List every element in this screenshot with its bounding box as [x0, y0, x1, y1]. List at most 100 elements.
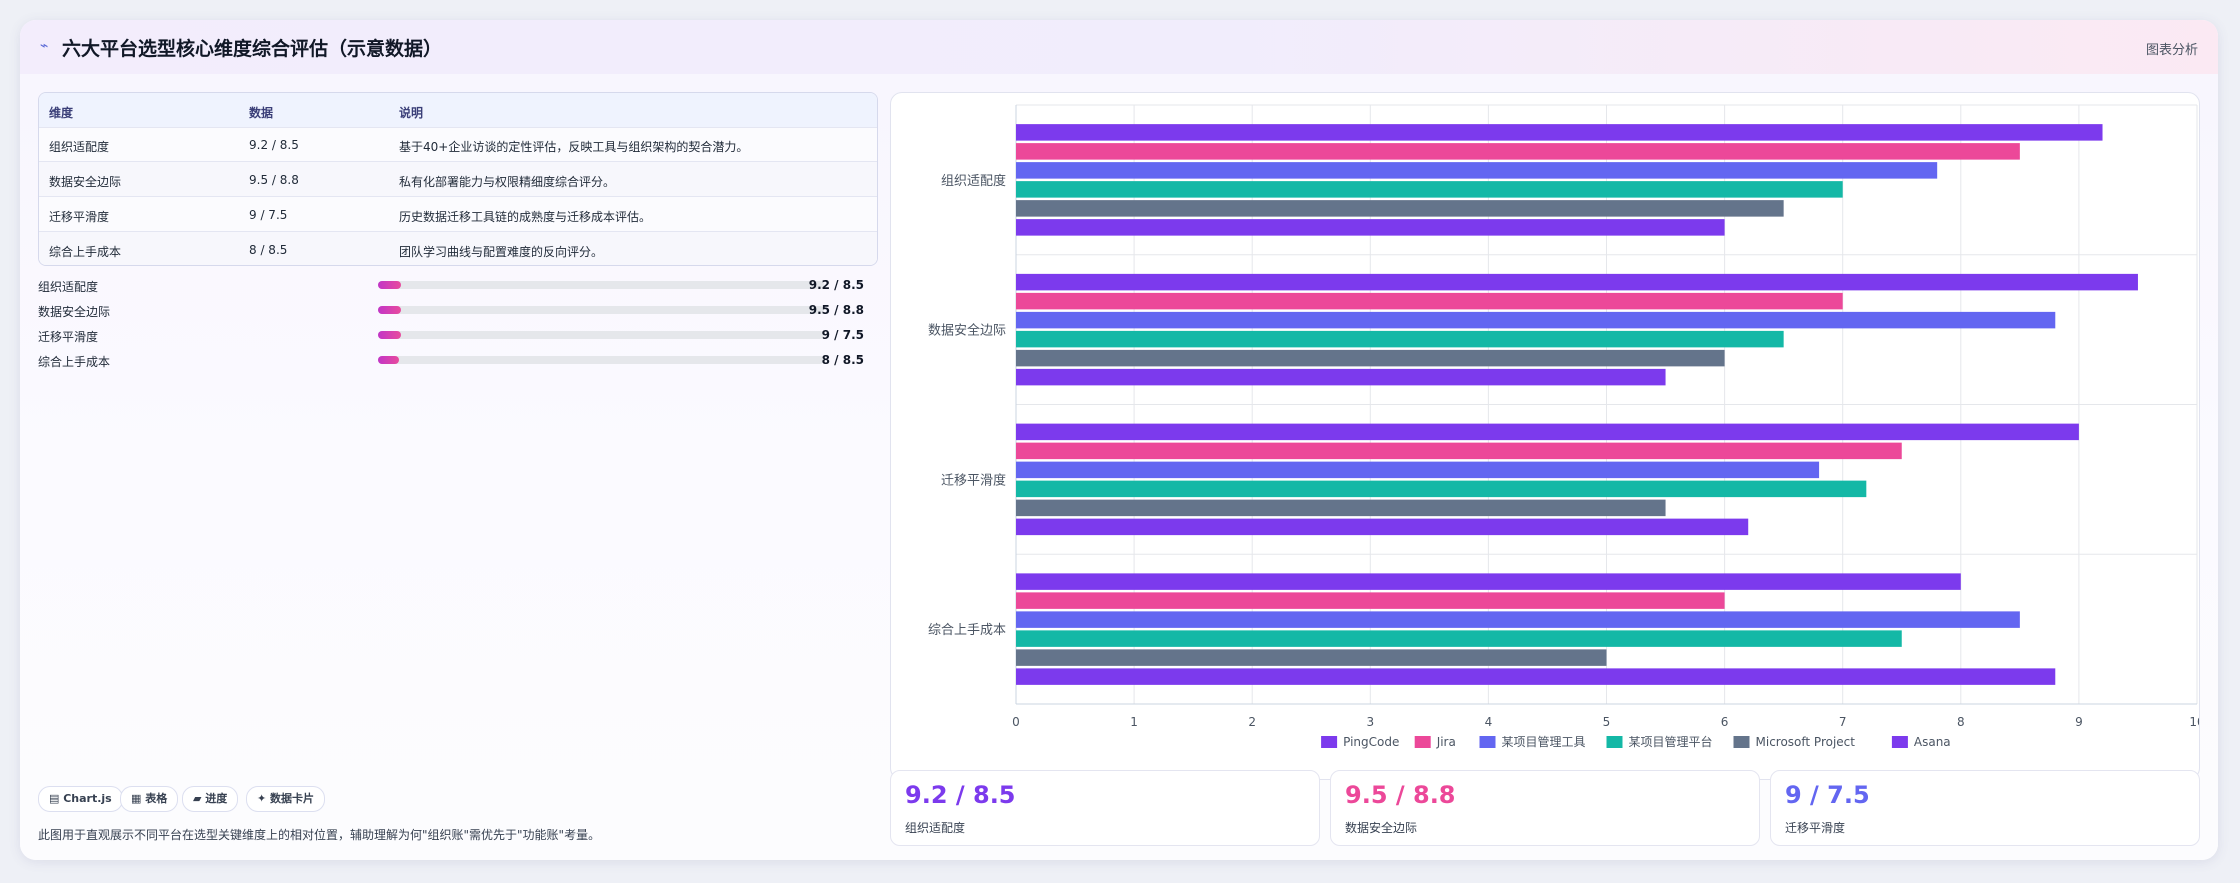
stat-card: 9 / 7.5 迁移平滑度: [1770, 770, 2200, 846]
y-tick-label: 迁移平滑度: [941, 472, 1006, 488]
table-cell: 基于40+企业访谈的定性评估，反映工具与组织架构的契合潜力。: [399, 140, 749, 154]
bar: [1016, 219, 1725, 236]
bar: [1016, 311, 2056, 329]
x-tick-label: 2: [1248, 715, 1256, 729]
bar: [1016, 368, 1666, 386]
progress-track: [378, 331, 824, 339]
x-tick-label: 10: [2189, 715, 2199, 729]
bar: [1016, 124, 2103, 141]
x-tick-label: 0: [1012, 715, 1020, 729]
bar: [1016, 273, 2138, 291]
bar: [1016, 518, 1749, 536]
bar: [1016, 162, 1938, 179]
progress-fill: [378, 306, 402, 314]
progress-value: 9 / 7.5: [821, 328, 864, 342]
progress-track: [378, 281, 824, 289]
legend-label: Jira: [1436, 735, 1456, 749]
chip-progress[interactable]: ▰ 进度: [182, 786, 239, 812]
table-cell: 迁移平滑度: [49, 210, 110, 224]
progress-fill: [378, 281, 402, 289]
table-cell: 组织适配度: [49, 140, 110, 154]
x-tick-label: 3: [1366, 715, 1374, 729]
chart-wave-icon: ⌁: [40, 38, 49, 54]
bar: [1016, 349, 1725, 367]
bar: [1016, 499, 1666, 517]
x-tick-label: 9: [2075, 715, 2083, 729]
legend-label: 某项目管理平台: [1629, 734, 1713, 749]
main-card: ⌁ 六大平台选型核心维度综合评估（示意数据） 图表分析 维度 数据 说明 组织适…: [20, 20, 2218, 860]
legend-swatch: [1321, 736, 1338, 748]
progress-fill: [378, 331, 402, 339]
bar: [1016, 592, 1725, 609]
table-cell: 9 / 7.5: [249, 208, 288, 222]
bar: [1016, 143, 2020, 160]
legend-label: Microsoft Project: [1756, 735, 1856, 749]
table-cell: 数据安全边际: [49, 175, 122, 189]
legend-label: Asana: [1914, 735, 1951, 749]
dimension-table: 维度 数据 说明 组织适配度 9.2 / 8.5 基于40+企业访谈的定性评估，…: [38, 92, 878, 266]
chart-note: 此图用于直观展示不同平台在选型关键维度上的相对位置，辅助理解为何"组织账"需优先…: [38, 828, 601, 842]
page-title: 六大平台选型核心维度综合评估（示意数据）: [62, 38, 443, 60]
bar: [1016, 423, 2079, 441]
bar: [1016, 573, 1961, 590]
stat-value: 9.2 / 8.5: [905, 781, 1016, 809]
bar: [1016, 611, 2020, 628]
progress-value: 9.2 / 8.5: [808, 278, 864, 292]
x-tick-label: 4: [1485, 715, 1493, 729]
column-header: 数据: [249, 106, 274, 120]
bar: [1016, 330, 1784, 348]
progress-label: 数据安全边际: [38, 305, 111, 319]
chip-data-card[interactable]: ✦ 数据卡片: [246, 786, 326, 812]
table-row: 迁移平滑度 9 / 7.5 历史数据迁移工具链的成熟度与迁移成本评估。: [39, 197, 877, 232]
progress-row: 综合上手成本 8 / 8.5: [38, 351, 878, 369]
progress-fill: [378, 356, 399, 364]
y-tick-label: 综合上手成本: [928, 623, 1006, 638]
table-header-row: 维度 数据 说明: [39, 93, 877, 128]
progress-track: [378, 306, 824, 314]
bar: [1016, 668, 2056, 685]
progress-track: [378, 356, 824, 364]
progress-row: 数据安全边际 9.5 / 8.8: [38, 301, 878, 319]
progress-row: 组织适配度 9.2 / 8.5: [38, 276, 878, 294]
table-cell: 9.5 / 8.8: [249, 173, 299, 187]
x-tick-label: 7: [1839, 715, 1847, 729]
x-tick-label: 1: [1130, 715, 1138, 729]
progress-value: 8 / 8.5: [821, 353, 864, 367]
y-tick-label: 数据安全边际: [928, 323, 1006, 339]
bar: [1016, 442, 1902, 460]
stat-value: 9 / 7.5: [1785, 781, 1870, 809]
stat-label: 迁移平滑度: [1785, 821, 1846, 835]
chip-chartjs[interactable]: ▤ Chart.js: [38, 786, 123, 812]
stat-label: 组织适配度: [905, 821, 966, 835]
legend-swatch: [1891, 736, 1908, 748]
progress-value: 9.5 / 8.8: [808, 303, 864, 317]
legend-swatch: [1414, 736, 1431, 748]
stat-card: 9.5 / 8.8 数据安全边际: [1330, 770, 1760, 846]
progress-label: 迁移平滑度: [38, 330, 99, 344]
bar: [1016, 200, 1784, 217]
table-cell: 8 / 8.5: [249, 243, 288, 257]
legend-swatch: [1479, 736, 1496, 748]
bar: [1016, 292, 1843, 310]
stat-card: 9.2 / 8.5 组织适配度: [890, 770, 1320, 846]
table-row: 数据安全边际 9.5 / 8.8 私有化部署能力与权限精细度综合评分。: [39, 162, 877, 197]
table-row: 综合上手成本 8 / 8.5 团队学习曲线与配置难度的反向评分。: [39, 232, 877, 265]
bar: [1016, 480, 1867, 498]
progress-label: 综合上手成本: [38, 355, 111, 369]
chart-analysis-button[interactable]: 图表分析: [2145, 43, 2198, 58]
table-cell: 私有化部署能力与权限精细度综合评分。: [399, 175, 616, 189]
table-cell: 综合上手成本: [49, 245, 122, 259]
table-cell: 9.2 / 8.5: [249, 138, 299, 152]
x-tick-label: 5: [1603, 715, 1611, 729]
x-tick-label: 8: [1957, 715, 1965, 729]
legend-label: 某项目管理工具: [1502, 734, 1586, 749]
chip-table[interactable]: ▦ 表格: [120, 786, 179, 812]
bar: [1016, 649, 1607, 666]
stat-value: 9.5 / 8.8: [1345, 781, 1456, 809]
column-header: 维度: [49, 106, 74, 120]
bar: [1016, 181, 1843, 198]
progress-label: 组织适配度: [38, 280, 99, 294]
header: ⌁ 六大平台选型核心维度综合评估（示意数据） 图表分析: [20, 20, 2218, 75]
bar: [1016, 461, 1820, 479]
